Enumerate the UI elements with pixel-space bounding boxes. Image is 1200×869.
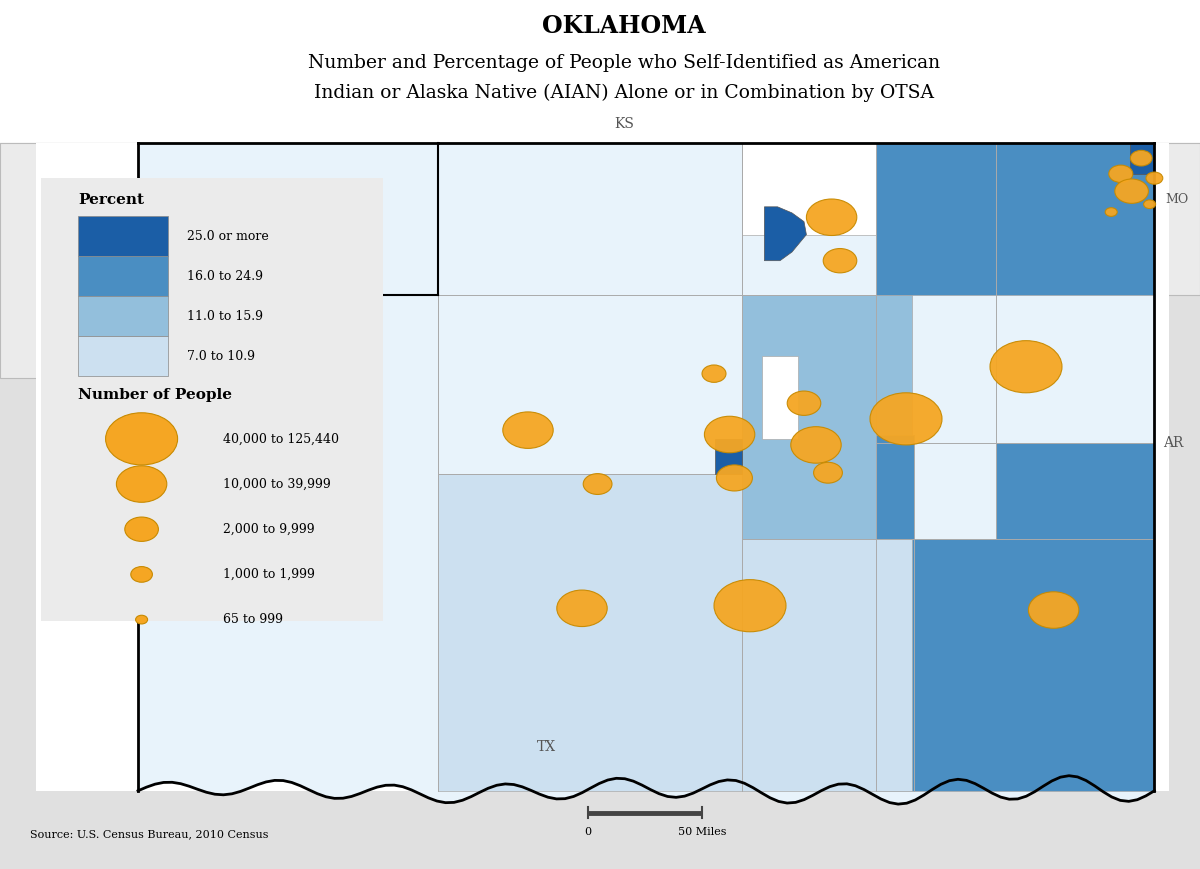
Text: 0: 0 xyxy=(584,826,592,837)
Text: 11.0 to 15.9: 11.0 to 15.9 xyxy=(187,310,263,322)
Text: 10,000 to 39,999: 10,000 to 39,999 xyxy=(223,478,331,490)
Text: 65 to 999: 65 to 999 xyxy=(223,614,283,626)
Bar xyxy=(0,0,1200,143)
Bar xyxy=(41,178,383,621)
Text: AR: AR xyxy=(1164,436,1183,450)
Circle shape xyxy=(990,341,1062,393)
Bar xyxy=(78,336,168,376)
Polygon shape xyxy=(1130,143,1154,174)
Circle shape xyxy=(106,413,178,465)
Circle shape xyxy=(814,462,842,483)
Text: Number and Percentage of People who Self-Identified as American: Number and Percentage of People who Self… xyxy=(308,54,940,71)
Circle shape xyxy=(1146,172,1163,184)
Polygon shape xyxy=(36,143,138,295)
Circle shape xyxy=(714,580,786,632)
Text: KS: KS xyxy=(614,117,634,131)
Polygon shape xyxy=(742,295,912,539)
Text: 25.0 or more: 25.0 or more xyxy=(187,230,269,242)
Text: 7.0 to 10.9: 7.0 to 10.9 xyxy=(187,350,256,362)
Text: 40,000 to 125,440: 40,000 to 125,440 xyxy=(223,433,340,445)
Polygon shape xyxy=(742,539,912,791)
Circle shape xyxy=(116,466,167,502)
Polygon shape xyxy=(876,143,1154,295)
Circle shape xyxy=(823,249,857,273)
Text: Number of People: Number of People xyxy=(78,388,232,402)
Polygon shape xyxy=(438,143,742,474)
Bar xyxy=(78,256,168,296)
Circle shape xyxy=(791,427,841,463)
Circle shape xyxy=(787,391,821,415)
Text: CO: CO xyxy=(58,223,79,237)
Bar xyxy=(1154,143,1200,295)
Polygon shape xyxy=(742,143,876,295)
Text: MO: MO xyxy=(1165,194,1189,206)
Circle shape xyxy=(870,393,942,445)
Bar xyxy=(36,143,1169,791)
Polygon shape xyxy=(438,474,742,791)
Bar xyxy=(78,216,168,256)
Circle shape xyxy=(131,567,152,582)
Polygon shape xyxy=(138,143,1154,804)
Circle shape xyxy=(1028,592,1079,628)
Circle shape xyxy=(1144,200,1156,209)
Bar xyxy=(78,296,168,336)
Bar xyxy=(0,143,138,378)
Text: Percent: Percent xyxy=(78,193,144,207)
Circle shape xyxy=(557,590,607,627)
Circle shape xyxy=(503,412,553,448)
Circle shape xyxy=(806,199,857,235)
Polygon shape xyxy=(876,434,1154,791)
Circle shape xyxy=(1130,150,1152,166)
Circle shape xyxy=(1109,165,1133,182)
Polygon shape xyxy=(715,439,742,474)
Text: 1,000 to 1,999: 1,000 to 1,999 xyxy=(223,568,316,580)
Polygon shape xyxy=(742,143,876,235)
Text: Indian or Alaska Native (AIAN) Alone or in Combination by OTSA: Indian or Alaska Native (AIAN) Alone or … xyxy=(314,83,934,103)
Text: 50 Miles: 50 Miles xyxy=(678,826,726,837)
Circle shape xyxy=(583,474,612,494)
Text: 2,000 to 9,999: 2,000 to 9,999 xyxy=(223,523,314,535)
Circle shape xyxy=(1105,208,1117,216)
Text: TX: TX xyxy=(536,740,556,754)
Circle shape xyxy=(136,615,148,624)
Circle shape xyxy=(125,517,158,541)
Text: OKLAHOMA: OKLAHOMA xyxy=(542,14,706,38)
Circle shape xyxy=(704,416,755,453)
Text: 16.0 to 24.9: 16.0 to 24.9 xyxy=(187,270,263,282)
Polygon shape xyxy=(762,356,798,439)
Circle shape xyxy=(716,465,752,491)
Circle shape xyxy=(702,365,726,382)
Circle shape xyxy=(1115,179,1148,203)
Text: Source: U.S. Census Bureau, 2010 Census: Source: U.S. Census Bureau, 2010 Census xyxy=(30,829,269,839)
Polygon shape xyxy=(764,207,806,261)
